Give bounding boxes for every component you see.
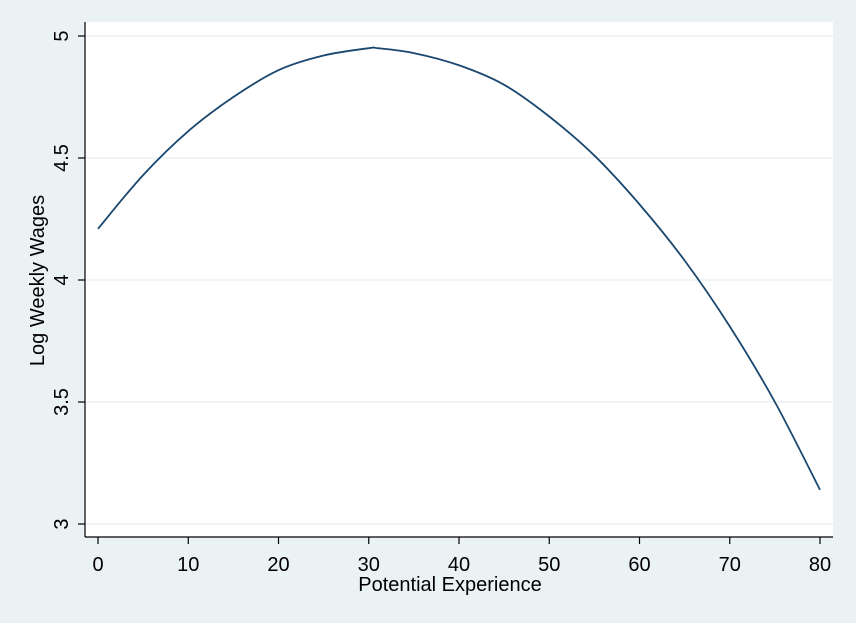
- ticks: 0 10 20 30 40 50 60 70 80 3 3.5 4 4.5 5: [51, 30, 831, 576]
- x-tick-label-70: 70: [719, 554, 741, 576]
- series-line-1: [97, 46, 821, 491]
- y-tick-label-5: 5: [51, 30, 73, 41]
- x-tick-label-10: 10: [177, 554, 199, 576]
- x-tick-label-20: 20: [267, 554, 289, 576]
- x-tick-label-40: 40: [448, 554, 470, 576]
- x-tick-label-0: 0: [92, 554, 103, 576]
- x-tick-label-80: 80: [809, 554, 831, 576]
- y-tick-label-3.5: 3.5: [51, 388, 73, 416]
- series-layer: [97, 46, 821, 491]
- gridlines: [85, 35, 833, 525]
- x-axis-title: Potential Experience: [358, 574, 541, 596]
- y-axis-title: Log Weekly Wages: [27, 195, 49, 366]
- x-tick-label-60: 60: [628, 554, 650, 576]
- x-tick-label-30: 30: [358, 554, 380, 576]
- x-tick-label-50: 50: [538, 554, 560, 576]
- y-tick-label-3: 3: [51, 518, 73, 529]
- y-tick-label-4.5: 4.5: [51, 144, 73, 172]
- y-tick-label-4: 4: [51, 274, 73, 285]
